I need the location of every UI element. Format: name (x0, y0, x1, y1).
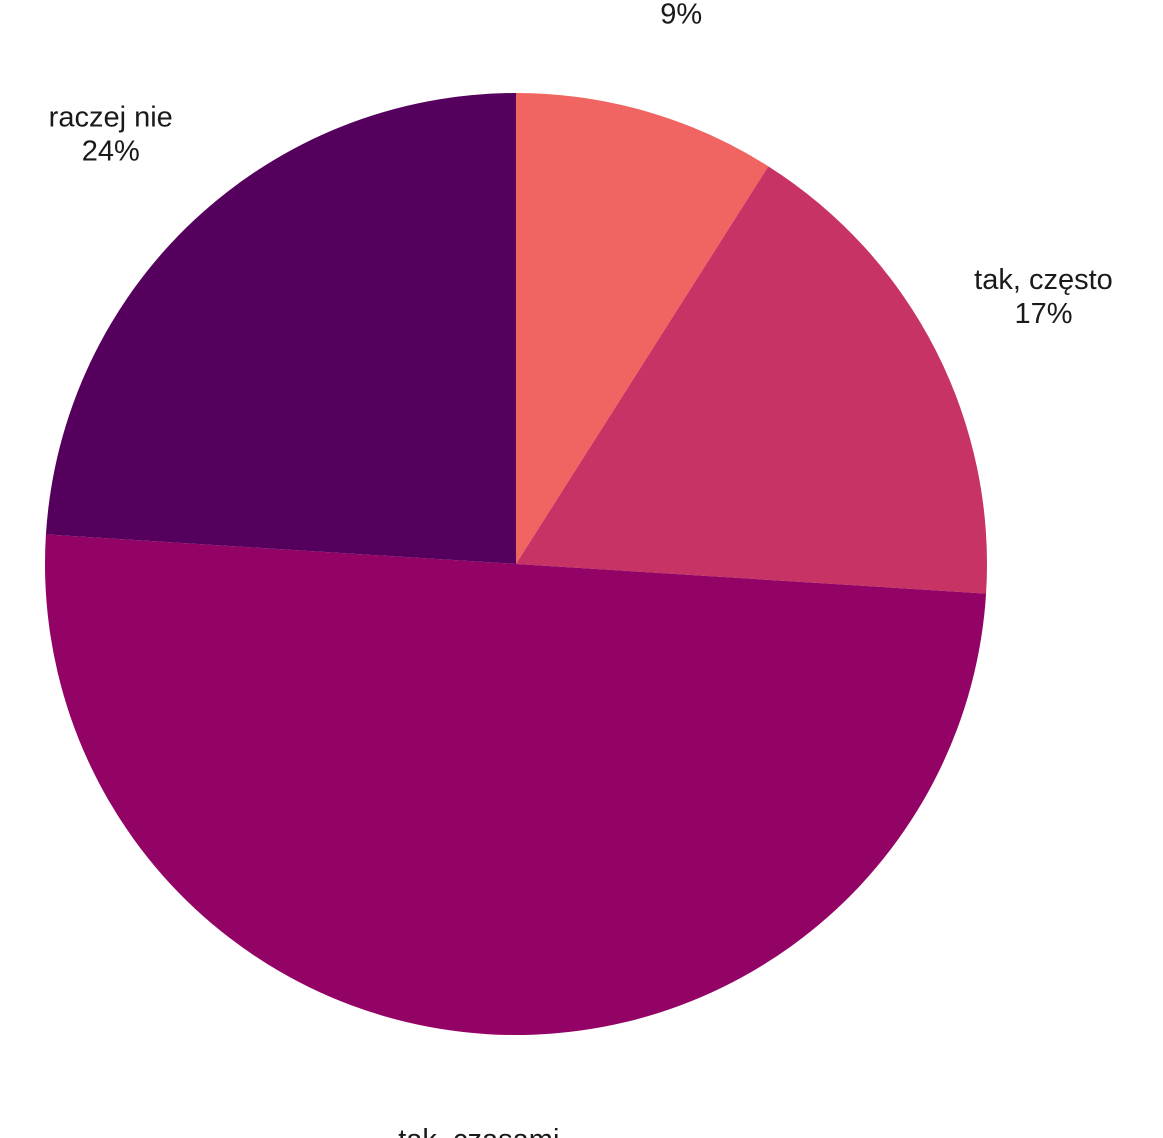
pie-slice-3 (44, 534, 987, 1035)
slice-label-3: tak, czasami (398, 1124, 559, 1138)
pie-slice-4 (45, 93, 516, 564)
slice-percent-1: 9% (660, 0, 702, 31)
slice-label-2: tak, często (974, 264, 1113, 296)
pie-slice-2 (516, 166, 988, 594)
pie-slice-1 (516, 93, 769, 564)
slice-label-4: raczej nie (49, 101, 173, 133)
slice-percent-4: 24% (82, 135, 140, 167)
pie-slices (44, 93, 988, 1035)
slice-percent-2: 17% (1014, 298, 1072, 330)
